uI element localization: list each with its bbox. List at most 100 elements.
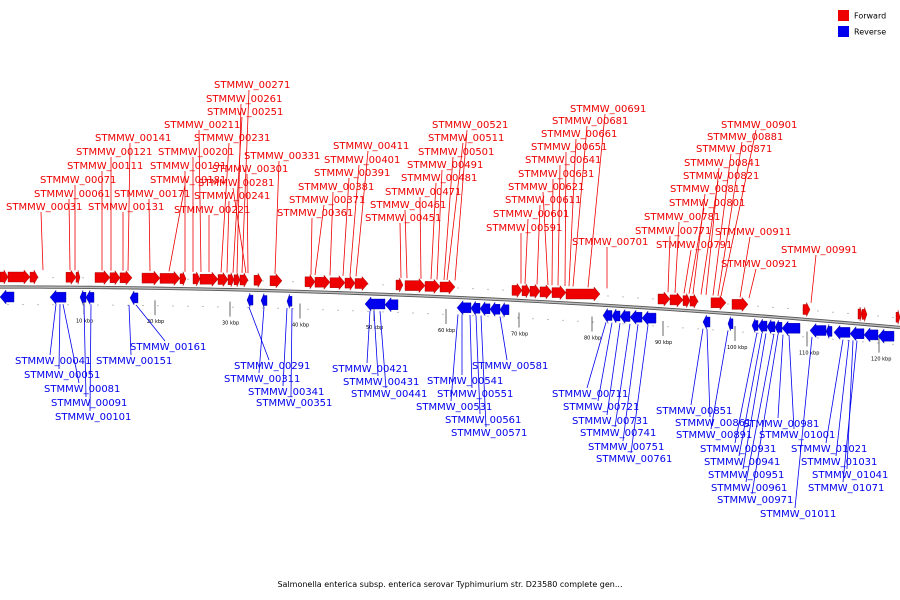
forward-gene-arrow	[657, 291, 671, 307]
reverse-gene-label: STMMW_00761	[596, 454, 672, 465]
forward-gene-label: STMMW_00791	[656, 240, 732, 251]
forward-gene-arrow	[304, 274, 316, 290]
forward-gene-label: STMMW_00121	[76, 147, 152, 158]
legend-reverse-label: Reverse	[854, 28, 886, 37]
map-caption: Salmonella enterica subsp. enterica sero…	[277, 580, 622, 589]
reverse-gene-label: STMMW_00531	[416, 402, 492, 413]
reverse-leader-line	[49, 304, 57, 356]
forward-leader-line	[329, 191, 334, 276]
reverse-gene-arrow	[85, 289, 95, 306]
forward-leader-line	[274, 160, 280, 274]
forward-leader-line	[349, 164, 360, 277]
forward-leader-line	[683, 249, 692, 294]
reverse-leader-line	[842, 340, 858, 483]
forward-leader-line	[748, 268, 757, 299]
reverse-gene-arrow	[470, 300, 481, 316]
reverse-leader-line	[742, 333, 767, 470]
reverse-gene-label: STMMW_00721	[563, 402, 639, 413]
forward-leader-line	[404, 209, 408, 279]
forward-leader-line	[524, 218, 529, 284]
reverse-leader-line	[83, 304, 87, 398]
forward-gene-label: STMMW_00681	[552, 116, 628, 127]
forward-gene-arrow	[192, 271, 201, 286]
forward-gene-label: STMMW_00801	[669, 198, 745, 209]
forward-gene-arrow	[802, 302, 811, 317]
reverse-leader-line	[734, 332, 758, 444]
reverse-leader-line	[606, 323, 621, 416]
forward-leader-line	[568, 138, 577, 287]
reverse-gene-labels: STMMW_00041 STMMW_00051 STMMW_00081 STMMW_0…	[15, 304, 888, 520]
reverse-gene-label: STMMW_00741	[580, 428, 656, 439]
forward-gene-arrow	[731, 296, 749, 312]
forward-gene-arrow	[857, 306, 863, 322]
reverse-leader-line	[745, 333, 775, 483]
forward-gene-arrow	[511, 282, 523, 299]
forward-leader-line	[536, 204, 541, 285]
forward-gene-arrow	[521, 283, 531, 299]
forward-gene-arrow	[551, 285, 567, 301]
legend-reverse-swatch	[838, 26, 849, 37]
reverse-gene-label: STMMW_01041	[812, 470, 888, 481]
reverse-gene-label: STMMW_00961	[711, 483, 787, 494]
forward-leader-line	[810, 254, 817, 303]
forward-gene-label: STMMW_00171	[114, 189, 190, 200]
reverse-gene-label: STMMW_00441	[351, 389, 427, 400]
reverse-gene-label: STMMW_00291	[234, 361, 310, 372]
reverse-gene-label: STMMW_01031	[801, 457, 877, 468]
reverse-gene-label: STMMW_00101	[55, 412, 131, 423]
forward-gene-arrow	[239, 272, 249, 288]
forward-leader-line	[443, 156, 454, 280]
reverse-gene-arrow	[702, 314, 711, 330]
forward-gene-label: STMMW_00231	[194, 133, 270, 144]
forward-gene-arrow	[539, 284, 553, 300]
forward-gene-arrow	[141, 270, 161, 286]
kbp-tick-label: 100 kbp	[727, 345, 747, 351]
forward-gene-label: STMMW_00361	[277, 208, 353, 219]
reverse-gene-label: STMMW_00151	[96, 356, 172, 367]
forward-gene-arrow	[199, 271, 219, 287]
forward-leader-line	[355, 150, 369, 277]
forward-gene-label: STMMW_00411	[333, 141, 409, 152]
forward-leader-line	[454, 129, 468, 281]
reverse-gene-label: STMMW_00421	[332, 364, 408, 375]
forward-gene-arrow	[227, 272, 235, 287]
reverse-leader-line	[128, 304, 132, 356]
forward-gene-label: STMMW_00991	[781, 245, 857, 256]
reverse-leader-line	[258, 307, 265, 374]
reverse-gene-label: STMMW_00341	[248, 387, 324, 398]
reverse-gene-label: STMMW_01001	[759, 430, 835, 441]
forward-gene-label: STMMW_00521	[432, 120, 508, 131]
reverse-gene-arrow	[781, 320, 801, 336]
reverse-leader-line	[366, 310, 371, 364]
forward-gene-arrow	[329, 275, 346, 291]
forward-gene-arrow	[682, 293, 691, 308]
kbp-tick-label: 20 kbp	[147, 319, 164, 325]
forward-leader-line	[236, 103, 242, 273]
forward-leader-line	[342, 177, 350, 276]
reverse-gene-label: STMMW_00541	[427, 376, 503, 387]
kbp-tick-label: 120 kbp	[871, 357, 891, 363]
forward-gene-label: STMMW_00391	[314, 168, 390, 179]
backbone-highlight	[0, 286, 900, 329]
reverse-gene-arrow	[641, 310, 657, 326]
reverse-gene-arrow	[364, 296, 386, 312]
forward-gene-arrow	[861, 307, 868, 322]
kbp-tick-label: 60 kbp	[438, 328, 455, 334]
forward-leader-line	[399, 222, 402, 279]
reverse-leader-line	[135, 304, 166, 342]
reverse-gene-arrow	[849, 326, 865, 342]
forward-gene-arrow	[179, 271, 187, 286]
forward-gene-label: STMMW_00181	[150, 175, 226, 186]
reverse-gene-label: STMMW_00571	[451, 428, 527, 439]
forward-leader-line	[712, 153, 732, 296]
reverse-leader-line	[738, 332, 763, 457]
reverse-gene-label: STMMW_00751	[588, 442, 664, 453]
reverse-gene-arrow	[456, 300, 472, 316]
forward-gene-arrow	[439, 279, 456, 295]
reverse-leader-line	[630, 324, 649, 454]
forward-gene-label: STMMW_00191	[150, 161, 226, 172]
reverse-gene-label: STMMW_00431	[343, 377, 419, 388]
reverse-gene-arrow	[499, 302, 510, 318]
forward-gene-label: STMMW_00821	[683, 171, 759, 182]
reverse-gene-arrow	[489, 301, 501, 317]
